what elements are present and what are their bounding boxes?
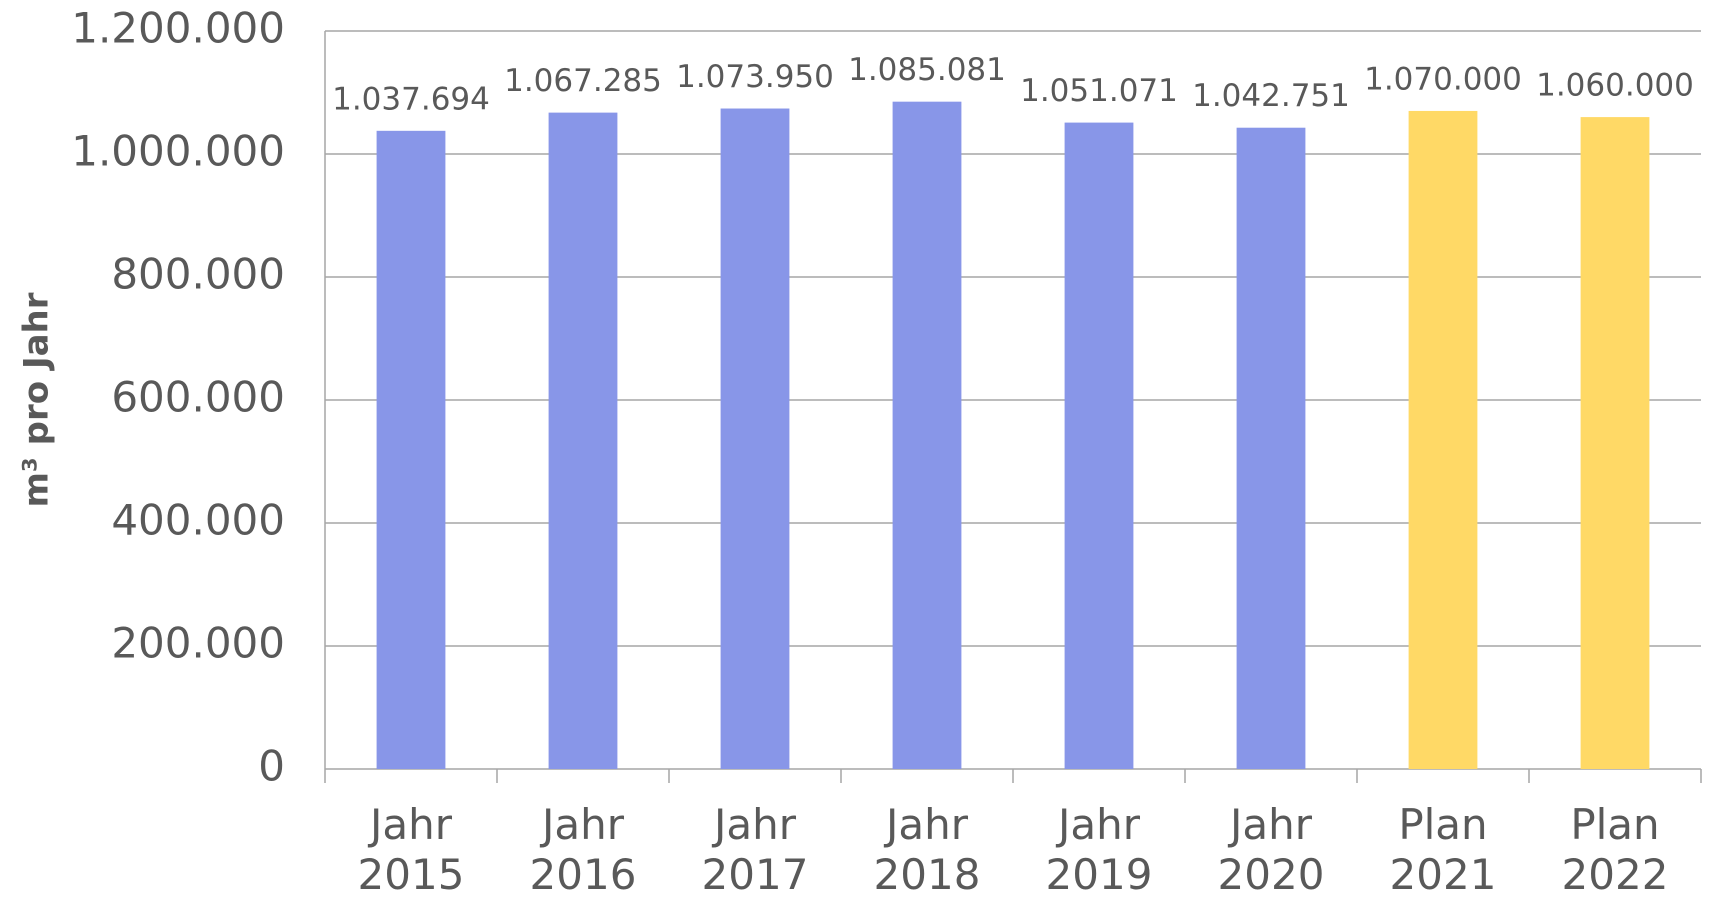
y-tick-label: 1.000.000	[71, 127, 285, 176]
data-label: 1.037.694	[332, 81, 490, 117]
bar	[720, 108, 790, 769]
x-tick-label: Jahr 2020	[1218, 800, 1325, 899]
x-tick-line: Jahr	[539, 800, 625, 849]
bar	[376, 130, 446, 770]
y-tick-label: 600.000	[111, 373, 285, 422]
x-tick-line: 2016	[530, 850, 637, 899]
data-label: 1.073.950	[676, 59, 834, 95]
x-tick-line: 2020	[1218, 850, 1325, 899]
y-axis-label: m³ pro Jahr	[17, 292, 57, 507]
x-tick-label: Jahr 2017	[702, 800, 809, 899]
data-label: 1.085.081	[848, 52, 1006, 88]
x-tick-line: 2022	[1562, 850, 1669, 899]
data-label: 1.070.000	[1364, 61, 1522, 97]
x-tick-label: Plan 2022	[1562, 800, 1669, 899]
x-tick-line: 2015	[358, 850, 465, 899]
bar	[892, 101, 962, 770]
x-tick-line: Jahr	[1055, 800, 1141, 849]
x-tick-label: Jahr 2018	[874, 800, 981, 899]
data-label: 1.051.071	[1020, 73, 1178, 109]
data-label: 1.042.751	[1192, 78, 1350, 114]
x-tick-line: Jahr	[1227, 800, 1313, 849]
x-tick-line: 2018	[874, 850, 981, 899]
bar	[1580, 117, 1650, 770]
y-tick-label: 1.200.000	[71, 4, 285, 53]
x-tick-line: 2019	[1046, 850, 1153, 899]
x-tick-line: Jahr	[367, 800, 453, 849]
bar	[1236, 127, 1306, 770]
x-tick-line: Jahr	[711, 800, 797, 849]
bar	[548, 112, 618, 769]
data-label: 1.067.285	[504, 63, 662, 99]
bar	[1408, 110, 1478, 769]
x-tick-line: 2021	[1390, 850, 1497, 899]
x-tick-line: 2017	[702, 850, 809, 899]
y-tick-label: 0	[258, 742, 285, 791]
bar	[1064, 122, 1134, 770]
y-tick-label: 800.000	[111, 250, 285, 299]
x-tick-line: Plan	[1570, 800, 1659, 849]
x-tick-label: Plan 2021	[1390, 800, 1497, 899]
x-tick-label: Jahr 2019	[1046, 800, 1153, 899]
x-tick-line: Jahr	[883, 800, 969, 849]
y-tick-label: 400.000	[111, 496, 285, 545]
x-tick-line: Plan	[1398, 800, 1487, 849]
y-tick-label: 200.000	[111, 619, 285, 668]
data-label: 1.060.000	[1536, 68, 1694, 104]
x-tick-label: Jahr 2015	[358, 800, 465, 899]
x-tick-label: Jahr 2016	[530, 800, 637, 899]
